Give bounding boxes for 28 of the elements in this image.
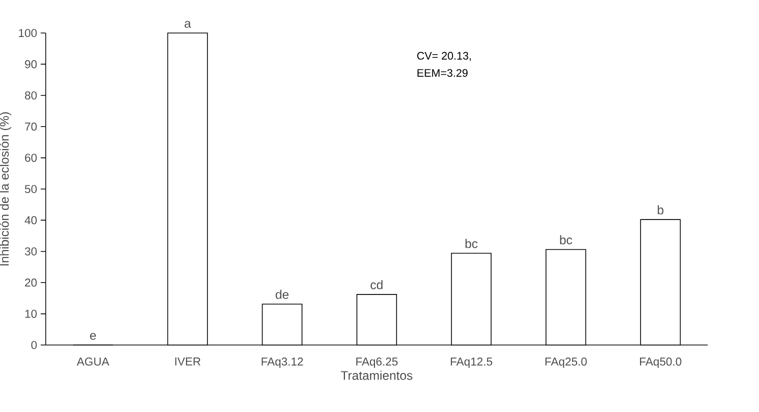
- x-tick-label: FAq3.12: [262, 358, 303, 368]
- annotation: bc: [560, 235, 572, 244]
- annotation: b: [658, 205, 664, 214]
- y-tick-label: 60: [25, 154, 37, 162]
- y-tick-label: 90: [24, 60, 37, 68]
- annotation: e: [90, 332, 96, 340]
- x-tick-label: IVER: [175, 358, 200, 366]
- annotation: a: [184, 20, 192, 28]
- y-tick-label: 20: [25, 278, 37, 287]
- x-tick-label: AGUA: [76, 358, 110, 366]
- x-tick-label: FAq50.0: [640, 358, 682, 368]
- y-tick-label: 80: [24, 91, 37, 100]
- annotation: EEM=3.29: [418, 69, 468, 77]
- y-tick-label: 100: [18, 28, 37, 38]
- x-tick-label: FAq25.0: [545, 358, 587, 368]
- y-tick-label: 50: [24, 184, 37, 194]
- annotation: CV= 20.13,: [417, 52, 471, 61]
- y-tick-label: 0: [31, 340, 37, 350]
- x-tick-label: FAq6.25: [356, 358, 398, 368]
- annotation: bc: [466, 238, 478, 248]
- annotation: cd: [370, 280, 382, 290]
- y-tick-label: 70: [25, 122, 37, 131]
- annotation: de: [276, 290, 289, 299]
- x-tick-label: FAq12.5: [450, 358, 492, 368]
- y-tick-label: 10: [25, 310, 37, 318]
- y-tick-label: 30: [24, 247, 37, 256]
- y-tick-label: 40: [24, 216, 37, 224]
- x-axis-title: Tratamientos: [340, 370, 412, 380]
